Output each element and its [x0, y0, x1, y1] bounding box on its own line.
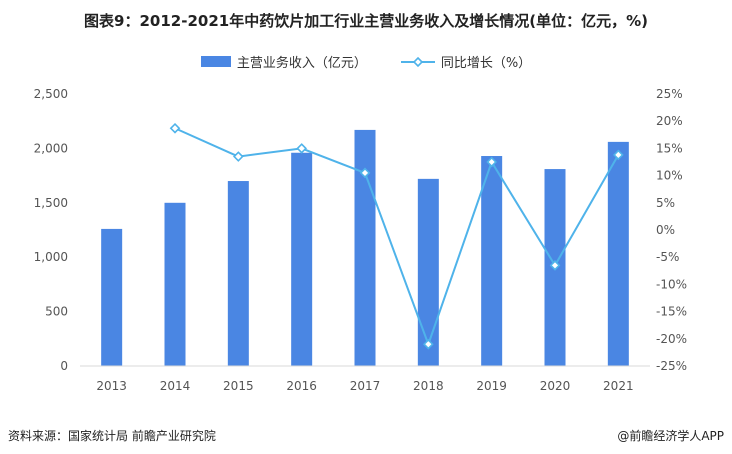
legend-item-revenue: 主营业务收入（亿元）: [200, 52, 367, 71]
x-axis: 2013 2014 2015 2016 2017 2018 2019 2020 2021: [96, 379, 633, 393]
bar: [417, 178, 439, 366]
right-tick-label: 10%: [656, 169, 683, 183]
right-tick-label: -25%: [656, 359, 687, 373]
bar: [291, 152, 313, 366]
right-tick-label: 20%: [656, 114, 683, 128]
legend-label-growth: 同比增长（%）: [440, 56, 532, 71]
right-tick-label: 0%: [656, 223, 675, 237]
left-tick-label: 1,000: [34, 250, 68, 264]
right-axis: -25% -20% -15% -10% -5% 0% 5% 10% 15% 20% 25%: [656, 87, 687, 373]
right-tick-label: 25%: [656, 87, 683, 101]
right-tick-label: 5%: [656, 196, 675, 210]
bar: [354, 129, 376, 366]
x-tick-label: 2017: [350, 379, 381, 393]
bar: [227, 181, 249, 366]
x-tick-label: 2019: [476, 379, 507, 393]
left-tick-label: 1,500: [34, 196, 68, 210]
growth-point: [613, 149, 624, 161]
right-tick-label: -15%: [656, 305, 687, 319]
right-tick-label: 15%: [656, 141, 683, 155]
legend-swatch-bar: [200, 56, 231, 67]
bar: [101, 228, 123, 366]
growth-point: [233, 151, 244, 162]
left-tick-label: 500: [45, 305, 68, 319]
left-axis: 0 500 1,000 1,500 2,000 2,500: [34, 87, 68, 373]
x-tick-label: 2016: [286, 379, 317, 393]
bar: [481, 156, 503, 366]
chart-title: 图表9：2012-2021年中药饮片加工行业主营业务收入及增长情况(单位：亿元，…: [84, 12, 648, 30]
growth-line: [174, 127, 620, 348]
x-tick-label: 2021: [603, 379, 634, 393]
left-tick-label: 2,000: [34, 141, 68, 155]
legend-swatch-line: [400, 56, 435, 67]
x-tick-label: 2018: [413, 379, 444, 393]
x-tick-label: 2020: [540, 379, 571, 393]
growth-point: [486, 156, 497, 168]
source-note: 资料来源：国家统计局 前瞻产业研究院: [8, 429, 216, 443]
bar-series: [101, 129, 629, 366]
right-tick-label: -20%: [656, 332, 687, 346]
x-tick-label: 2014: [160, 379, 191, 393]
x-tick-label: 2013: [96, 379, 127, 393]
x-tick-label: 2015: [223, 379, 254, 393]
growth-point: [296, 143, 307, 154]
line-series: [169, 122, 624, 350]
right-tick-label: -10%: [656, 277, 687, 291]
legend-label-revenue: 主营业务收入（亿元）: [236, 56, 367, 71]
bar: [607, 141, 629, 366]
left-tick-label: 2,500: [34, 87, 68, 101]
growth-point: [169, 122, 181, 134]
growth-point: [423, 338, 434, 350]
bar: [164, 202, 186, 366]
right-tick-label: -5%: [656, 250, 679, 264]
growth-point: [549, 260, 561, 271]
legend-item-growth: 同比增长（%）: [400, 52, 532, 71]
growth-point: [359, 167, 371, 179]
left-tick-label: 0: [60, 359, 68, 373]
chart-legend: 主营业务收入（亿元） 同比增长（%）: [0, 52, 732, 71]
brand-note: @前瞻经济学人APP: [617, 429, 724, 443]
